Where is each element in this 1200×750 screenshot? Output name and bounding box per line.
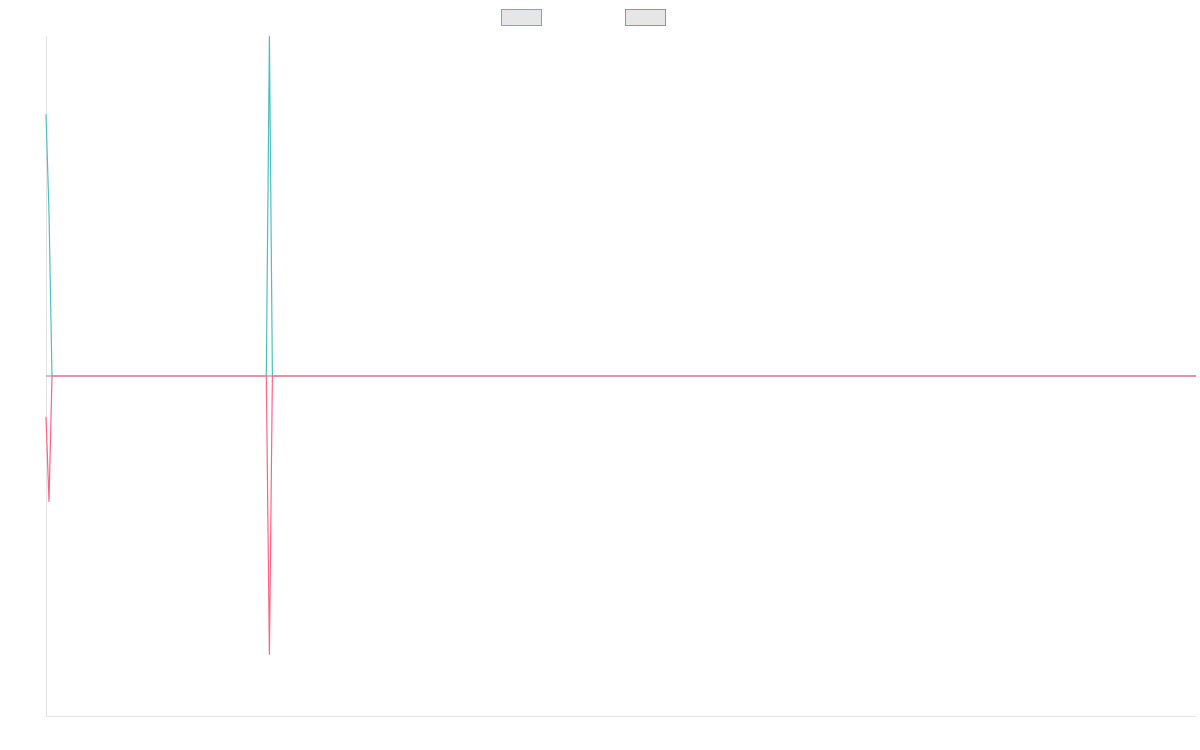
series-line-2 [45,375,1196,655]
series-line-1 [45,35,1196,377]
legend-swatch-2[interactable] [625,9,666,26]
legend-swatch-1[interactable] [501,9,542,26]
series-layer [45,35,1196,655]
legend-item-2[interactable] [625,9,666,26]
legend [501,9,666,26]
legend-item-1[interactable] [501,9,542,26]
